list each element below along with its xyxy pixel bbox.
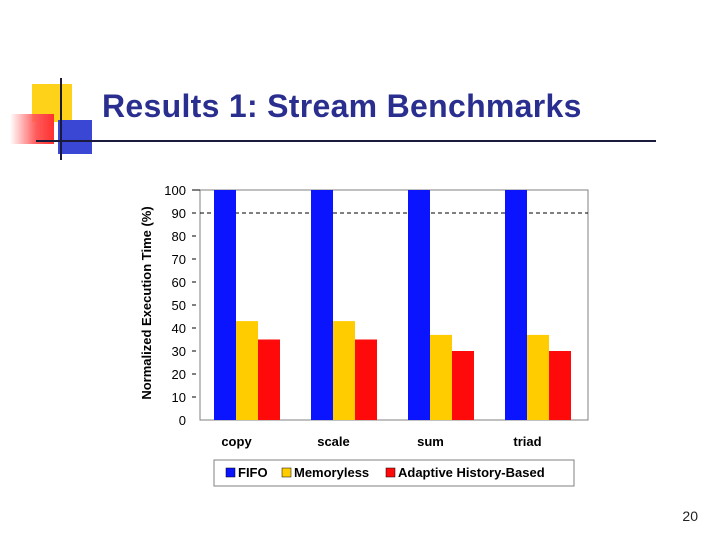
legend-swatch-adaptive-history-based: [385, 467, 396, 478]
y-tick-label-100: 100: [164, 183, 186, 198]
slide-title: Results 1: Stream Benchmarks: [102, 88, 582, 124]
plot-frame: [199, 189, 589, 421]
y-tick-label-70: 70: [172, 252, 186, 267]
legend-label-fifo: FIFO: [238, 465, 268, 480]
legend-label-adaptive-history-based: Adaptive History-Based: [398, 465, 545, 480]
bar-scale-fifo: [311, 190, 333, 420]
page-number: 20: [682, 508, 698, 524]
y-axis-title: Normalized Execution Time (%): [139, 206, 154, 399]
bar-triad-memoryless: [527, 334, 549, 420]
x-tick-label-scale: scale: [317, 434, 350, 449]
bars-layer: [214, 190, 571, 420]
legend-label-memoryless: Memoryless: [294, 465, 369, 480]
y-tick-label-90: 90: [172, 206, 186, 221]
bar-copy-memoryless: [236, 321, 258, 420]
bar-sum-adaptive-history-based: [452, 351, 474, 420]
y-tick-label-80: 80: [172, 229, 186, 244]
y-tick-label-10: 10: [172, 390, 186, 405]
y-axis: 0 10 20 30 40 50 60 70 80 90 100: [164, 183, 200, 428]
decor-vertical-line: [60, 78, 62, 160]
y-tick-label-0: 0: [179, 413, 186, 428]
y-tick-label-50: 50: [172, 298, 186, 313]
legend-swatch-fifo: [225, 467, 236, 478]
bar-copy-fifo: [214, 190, 236, 420]
y-tick-label-40: 40: [172, 321, 186, 336]
plot-area-border: [199, 189, 589, 421]
x-tick-label-copy: copy: [221, 434, 252, 449]
y-tick-label-30: 30: [172, 344, 186, 359]
x-tick-label-sum: sum: [417, 434, 444, 449]
bar-scale-memoryless: [333, 321, 355, 420]
bar-copy-adaptive-history-based: [258, 339, 280, 420]
y-tick-label-20: 20: [172, 367, 186, 382]
x-tick-label-triad: triad: [513, 434, 541, 449]
decor-blue-square: [58, 120, 92, 154]
bar-triad-adaptive-history-based: [549, 351, 571, 420]
bar-sum-fifo: [408, 190, 430, 420]
legend: FIFO Memoryless Adaptive History-Based: [213, 459, 575, 487]
legend-swatch-memoryless: [281, 467, 292, 478]
bar-sum-memoryless: [430, 334, 452, 420]
y-tick-label-60: 60: [172, 275, 186, 290]
legend-box: [213, 459, 575, 487]
title-underline: [36, 140, 656, 142]
bar-triad-fifo: [505, 190, 527, 420]
x-axis: copy scale sum triad: [221, 434, 541, 449]
decor-red-square: [10, 114, 54, 144]
bar-scale-adaptive-history-based: [355, 339, 377, 420]
